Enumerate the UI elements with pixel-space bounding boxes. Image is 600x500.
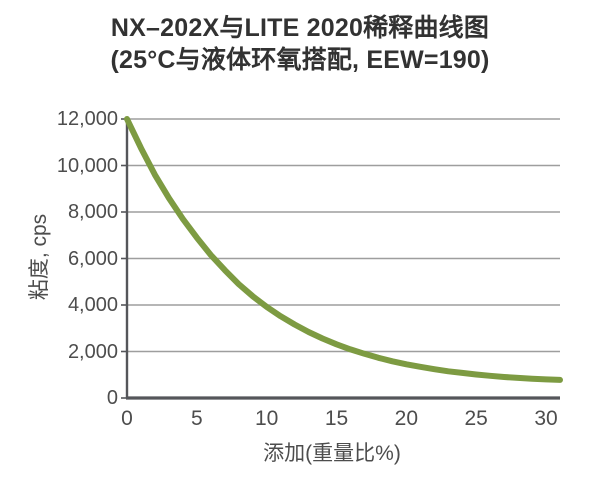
y-tick-label: 2,000 — [67, 340, 118, 363]
x-axis-title: 添加(重量比%) — [263, 442, 401, 465]
y-tick-label: 12,000 — [56, 108, 118, 130]
gridlines-group — [127, 118, 560, 353]
chart-subtitle: (25°C与液体环氧搭配, EEW=190) — [110, 46, 490, 74]
series-group — [124, 116, 563, 383]
y-tick-label: 6,000 — [67, 247, 118, 270]
x-tick-label: 0 — [121, 407, 133, 430]
y-tick-label: 10,000 — [56, 154, 118, 177]
x-tick-label: 15 — [324, 407, 349, 430]
axes-group — [125, 118, 560, 400]
y-axis-title: 粘度, cps — [28, 213, 51, 301]
x-tick-label: 30 — [534, 407, 558, 430]
x-tick-label: 25 — [464, 407, 488, 430]
chart-title-block: NX–202X与LITE 2020稀释曲线图 (25°C与液体环氧搭配, EEW… — [0, 12, 600, 76]
x-tick-label: 5 — [190, 407, 203, 430]
chart-title: NX–202X与LITE 2020稀释曲线图 — [110, 14, 490, 42]
y-tick-label: 0 — [106, 387, 118, 409]
x-tick-label: 20 — [394, 407, 419, 430]
y-tick-label: 8,000 — [67, 201, 118, 223]
y-tick-label: 4,000 — [67, 294, 118, 316]
x-tick-label: 10 — [254, 407, 279, 430]
viscosity-curve — [124, 116, 563, 383]
